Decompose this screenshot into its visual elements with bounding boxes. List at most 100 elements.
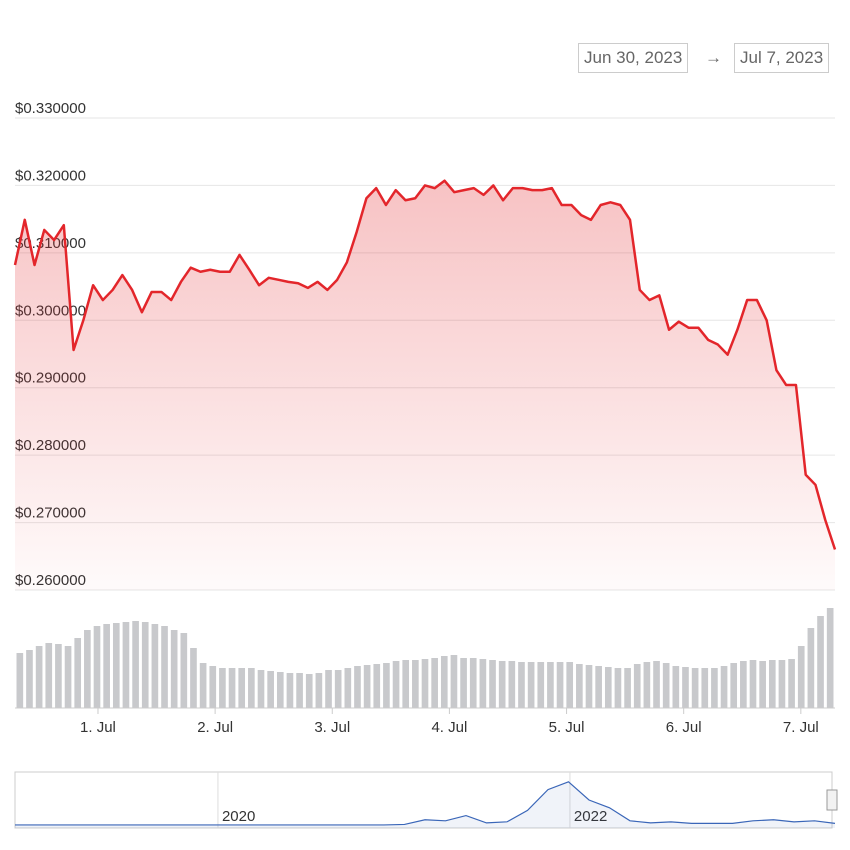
- y-tick-label: $0.330000: [15, 100, 86, 117]
- volume-bar: [768, 660, 776, 708]
- volume-bar: [701, 668, 709, 708]
- volume-bar: [807, 628, 815, 708]
- volume-bar: [112, 623, 120, 708]
- volume-bar: [55, 644, 62, 708]
- volume-bar: [392, 661, 400, 708]
- volume-bar: [45, 643, 53, 708]
- volume-bar: [199, 663, 207, 708]
- volume-bar: [527, 662, 535, 708]
- volume-bar: [93, 626, 101, 708]
- volume-bar: [489, 660, 496, 708]
- volume-bar: [305, 674, 313, 708]
- volume-bar: [122, 622, 130, 708]
- x-tick-label: 3. Jul: [314, 719, 350, 736]
- volume-bar: [720, 666, 728, 708]
- navigator-label: 2020: [222, 808, 255, 825]
- volume-bar: [170, 630, 178, 708]
- volume-bar: [412, 660, 419, 708]
- volume-bar: [64, 646, 72, 708]
- volume-bar: [662, 663, 670, 708]
- volume-bar: [267, 671, 274, 708]
- y-tick-label: $0.320000: [15, 167, 86, 184]
- volume-bar: [276, 672, 284, 708]
- volume-bar: [826, 608, 834, 708]
- volume-bar: [363, 665, 371, 708]
- volume-bar: [238, 668, 246, 708]
- date-to[interactable]: Jul 7, 2023: [734, 43, 830, 73]
- volume-bar: [556, 662, 564, 708]
- x-tick-label: 4. Jul: [431, 719, 467, 736]
- volume-bar: [35, 646, 43, 708]
- volume-bar: [151, 624, 159, 708]
- volume-bar: [383, 663, 390, 708]
- volume-bar: [74, 638, 82, 708]
- volume-bar: [103, 624, 110, 708]
- volume-bar: [817, 616, 824, 708]
- date-from[interactable]: Jun 30, 2023: [578, 43, 689, 73]
- x-tick-label: 2. Jul: [197, 719, 233, 736]
- volume-bar: [26, 650, 33, 708]
- volume-bar: [749, 660, 757, 708]
- volume-bar: [84, 630, 91, 708]
- volume-bar: [132, 621, 139, 708]
- y-tick-label: $0.280000: [15, 437, 86, 454]
- volume-bar: [460, 658, 467, 708]
- volume-bar: [248, 668, 255, 708]
- x-tick-label: 1. Jul: [80, 719, 116, 736]
- volume-bar: [257, 670, 265, 708]
- volume-bar: [740, 661, 747, 708]
- volume-bar: [537, 662, 545, 708]
- x-tick-label: 5. Jul: [549, 719, 585, 736]
- volume-bar: [209, 666, 217, 708]
- volume-bar: [354, 666, 361, 708]
- navigator-line: [15, 781, 836, 826]
- volume-bar: [604, 667, 612, 708]
- x-tick-label: 7. Jul: [783, 719, 819, 736]
- volume-bar: [595, 666, 602, 708]
- y-tick-label: $0.300000: [15, 302, 86, 319]
- volume-bar: [547, 662, 554, 708]
- navigator-label: 2022: [574, 808, 607, 825]
- volume-bar: [228, 668, 236, 708]
- y-tick-label: $0.290000: [15, 370, 86, 387]
- volume-bar: [180, 633, 188, 708]
- volume-bar: [219, 668, 226, 708]
- y-tick-label: $0.260000: [15, 572, 86, 589]
- volume-bar: [440, 656, 448, 708]
- volume-bar: [431, 658, 438, 708]
- range-arrow: →: [705, 48, 722, 67]
- volume-bar: [682, 667, 689, 708]
- volume-bar: [711, 668, 718, 708]
- volume-bar: [518, 662, 525, 708]
- volume-bar: [325, 670, 332, 708]
- volume-bar: [576, 664, 583, 708]
- volume-bar: [498, 661, 506, 708]
- volume-bar: [373, 664, 381, 708]
- volume-bar: [624, 668, 631, 708]
- volume-bar: [161, 626, 168, 708]
- y-tick-label: $0.310000: [15, 235, 86, 252]
- volume-bar: [633, 664, 641, 708]
- volume-bar: [614, 668, 622, 708]
- volume-bar: [450, 655, 458, 708]
- volume-bar: [672, 666, 680, 708]
- volume-bar: [585, 665, 593, 708]
- volume-bar: [344, 668, 352, 708]
- volume-bar: [759, 661, 766, 708]
- volume-bar: [286, 673, 294, 708]
- volume-bar: [653, 661, 660, 708]
- volume-bar: [315, 673, 323, 708]
- volume-bar: [508, 661, 516, 708]
- volume-bar: [730, 663, 738, 708]
- volume-bar: [334, 670, 342, 708]
- navigator-frame: [14, 771, 833, 829]
- price-line: [13, 179, 837, 550]
- area: [15, 180, 835, 591]
- navigator-handle[interactable]: [826, 789, 838, 811]
- navigator-area: [15, 781, 835, 828]
- volume-bar: [691, 668, 699, 708]
- volume-bar: [296, 673, 303, 708]
- volume-bar: [141, 622, 149, 708]
- volume-bar: [469, 658, 477, 708]
